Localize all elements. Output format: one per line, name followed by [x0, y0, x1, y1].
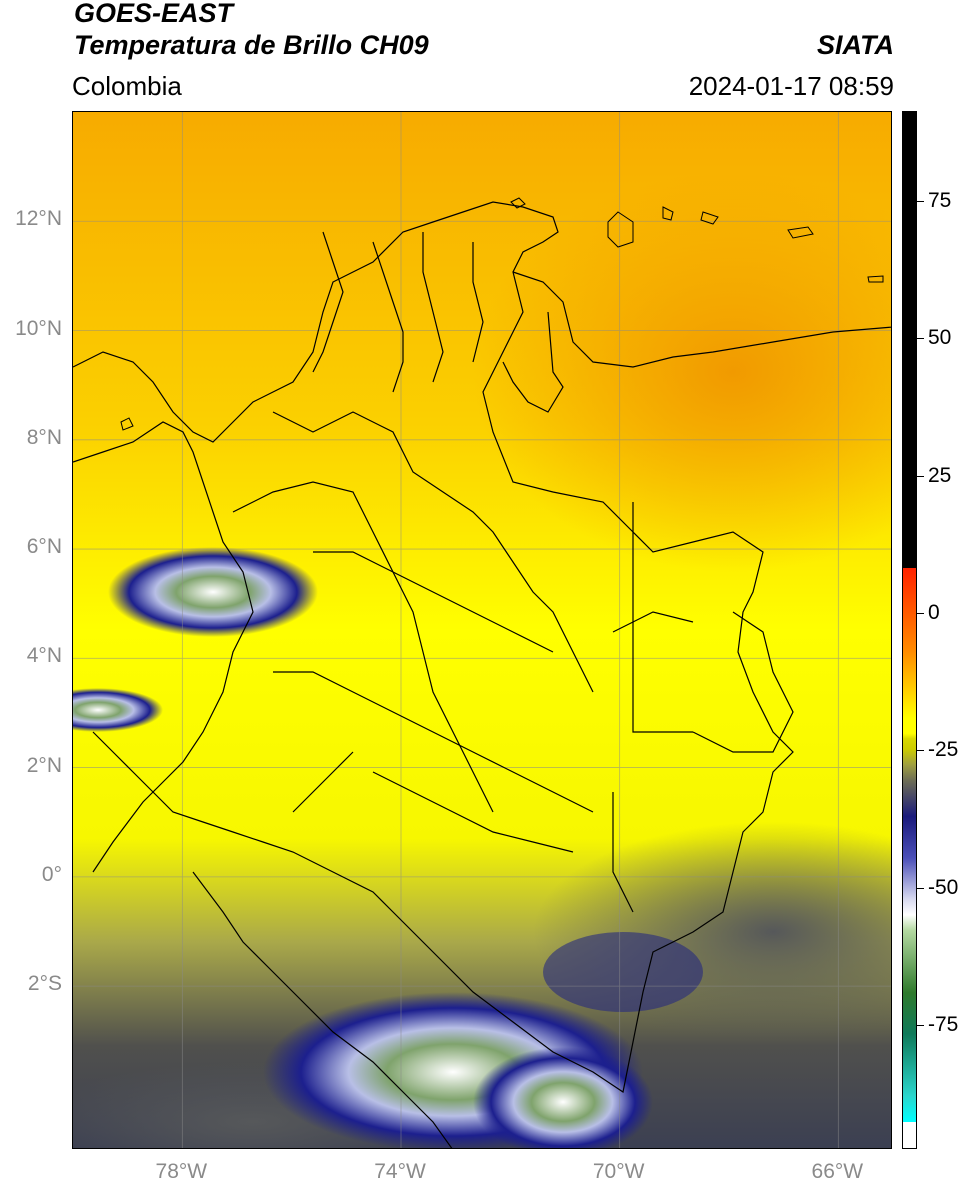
colorbar-tick-label: -25 [928, 738, 959, 762]
region-label: Colombia [72, 71, 182, 101]
pacific-cloud-cluster [108, 547, 318, 637]
colorbar-tick-mark [917, 613, 924, 614]
colorbar-tick-mark [917, 887, 924, 889]
colorbar-tick-mark [917, 338, 924, 340]
latitude-tick-label: 2°N [26, 753, 62, 777]
colorbar-tick-label: 0 [928, 601, 940, 624]
colorbar-tick-mark [917, 1025, 924, 1026]
warm-region [473, 172, 891, 572]
colorbar-tick-label: 50 [928, 326, 952, 350]
colorbar-tick-label: 75 [928, 189, 952, 212]
map-grid [73, 112, 891, 1148]
islands [120, 197, 884, 431]
latitude-tick-label: 0° [41, 862, 62, 886]
colorbar-tick-mark [917, 201, 924, 202]
satellite-title: GOES-EAST [74, 0, 234, 28]
temperature-colorbar [902, 111, 917, 1149]
latitude-tick-label: 12°N [15, 207, 62, 231]
latitude-tick-label: 4°N [26, 644, 62, 668]
map-panel[interactable] [72, 111, 892, 1149]
latitude-tick-label: 8°N [26, 425, 62, 449]
latitude-tick-label: 6°N [26, 535, 62, 559]
colorbar-tick-label: 25 [928, 463, 952, 487]
map-canvas [73, 112, 891, 1148]
colorbar-tick-label: -75 [928, 1013, 959, 1036]
brand-label: SIATA [817, 30, 894, 60]
longitude-tick-label: 66°W [811, 1160, 864, 1183]
country-borders [73, 201, 891, 1148]
product-title: Temperatura de Brillo CH09 [74, 30, 429, 60]
longitude-tick-label: 70°W [592, 1160, 645, 1183]
amazon-cloud-core [473, 1047, 653, 1148]
longitude-tick-label: 78°W [155, 1160, 208, 1183]
colorbar-tick-mark [917, 750, 924, 752]
latitude-tick-label: 2°S [27, 972, 62, 996]
colorbar-tick-mark [917, 475, 924, 477]
west-cloud-cluster [73, 688, 163, 732]
colorbar-tick-label: -50 [928, 875, 959, 899]
amazon-cloud-east [543, 932, 703, 1012]
longitude-tick-label: 74°W [374, 1160, 426, 1183]
timestamp-label: 2024-01-17 08:59 [688, 71, 894, 101]
latitude-tick-label: 10°N [15, 316, 62, 340]
